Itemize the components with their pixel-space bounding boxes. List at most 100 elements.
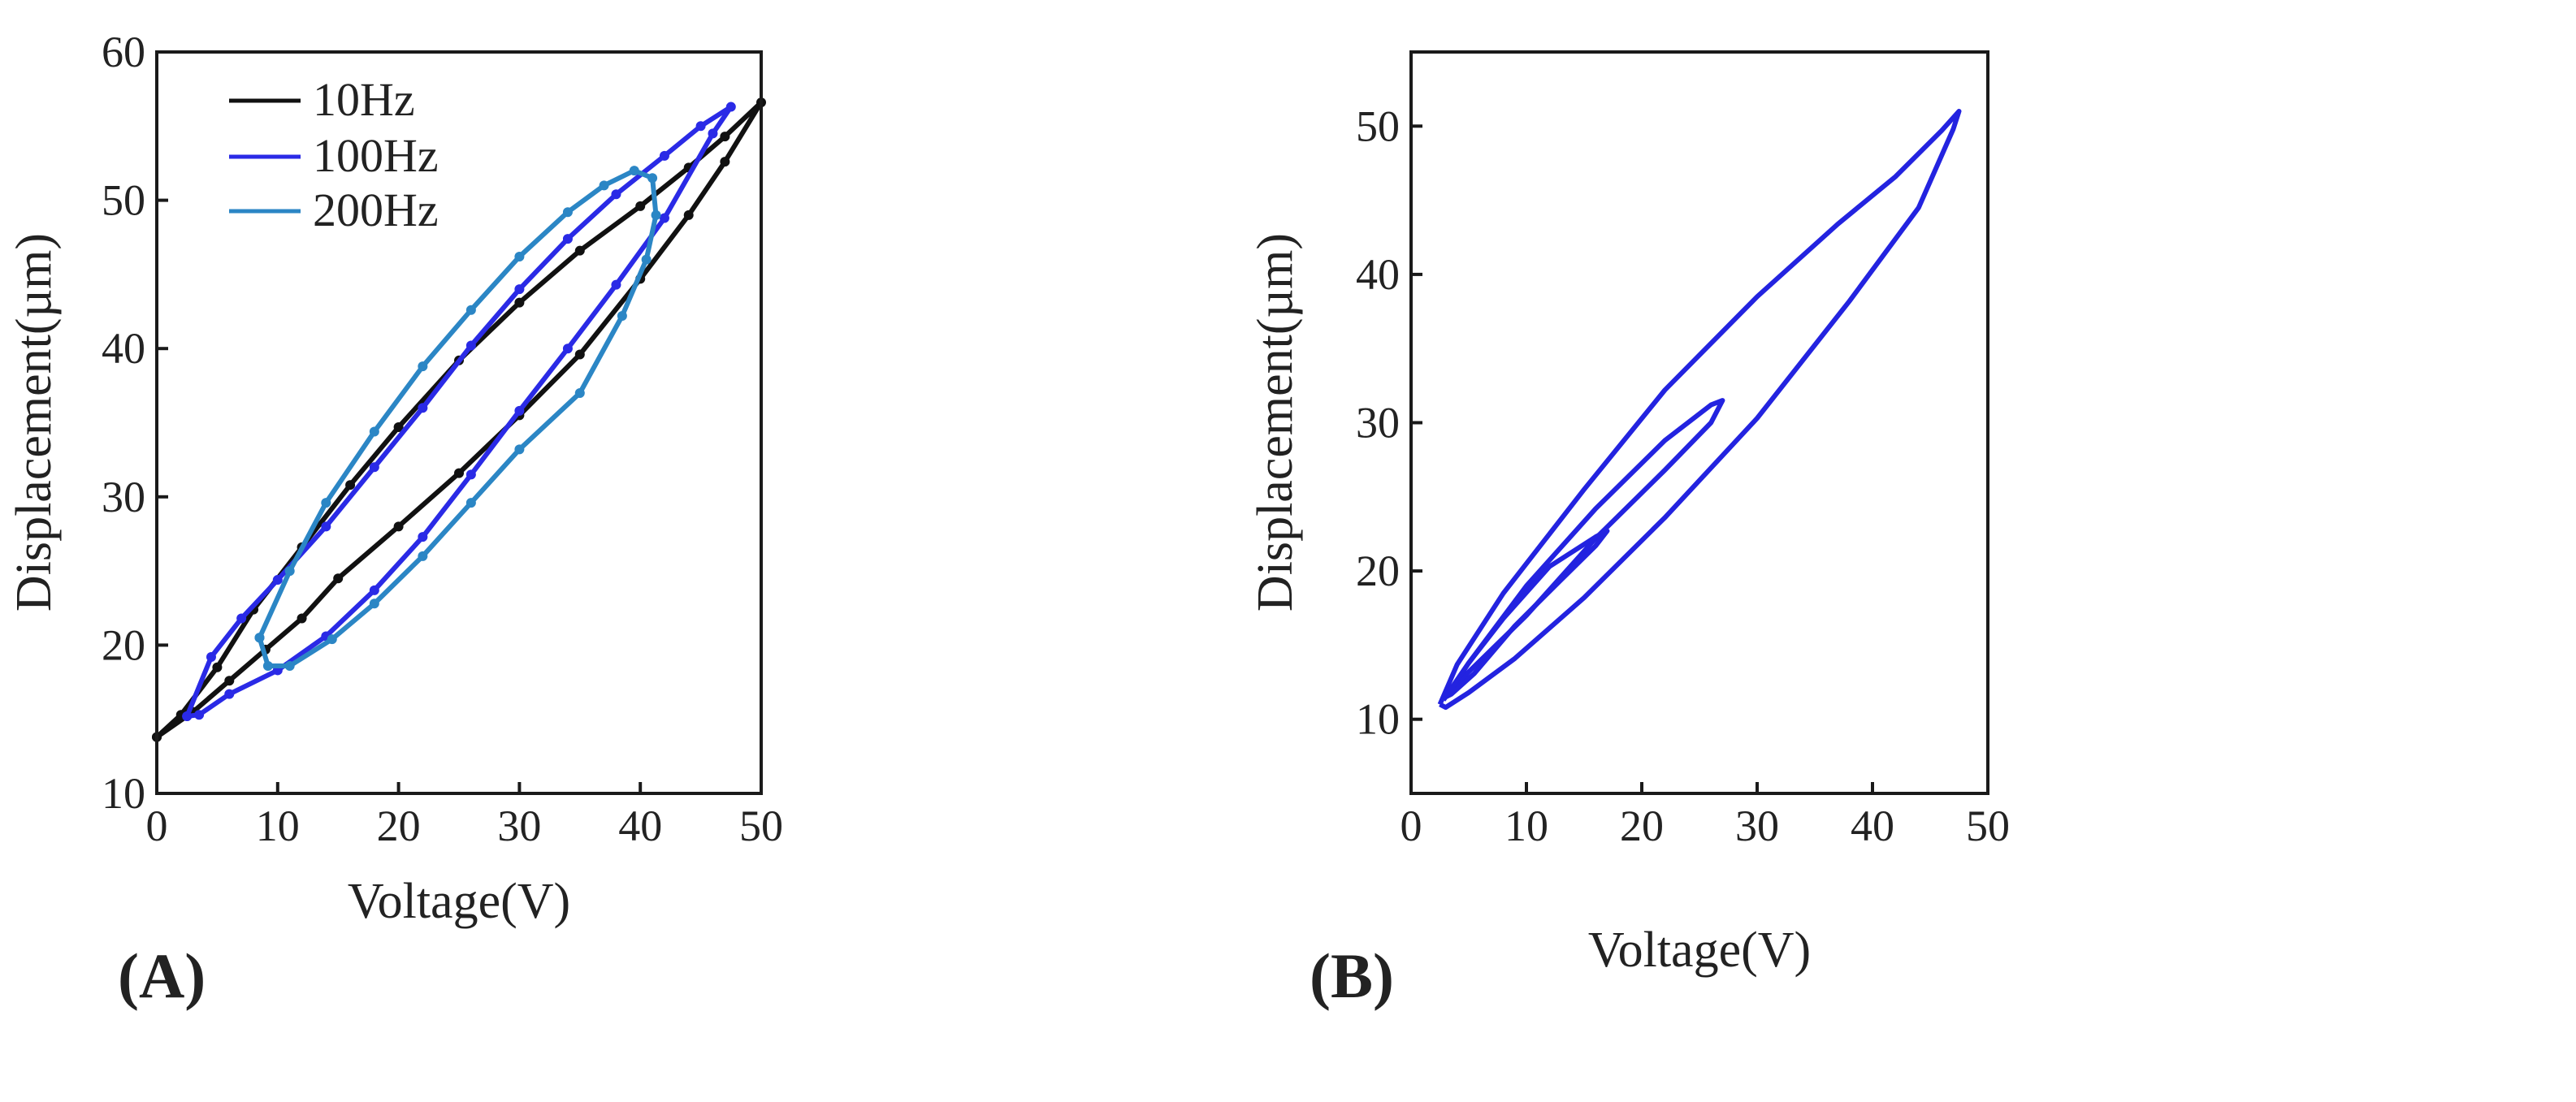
plot-a-point-100hz [418, 403, 428, 413]
plot-a-point-10hz [333, 573, 344, 584]
plot-b-series-loop-large [1437, 109, 1962, 711]
plot-b-ytick-label: 30 [1356, 399, 1400, 447]
plot-a-ytick-label: 30 [102, 473, 145, 521]
legend-item-100hz: 100Hz [229, 129, 439, 182]
plot-a-point-10hz [345, 480, 356, 490]
plot-a-point-100hz [725, 102, 736, 112]
plot-a-point-200hz [629, 166, 639, 176]
plot-a-point-100hz [272, 575, 283, 586]
plot-a-point-10hz [683, 210, 694, 220]
plot-b-xtick-label: 20 [1620, 802, 1664, 850]
plot-a-point-200hz [321, 498, 331, 508]
plot-a-point-10hz [297, 613, 307, 624]
plot-b-ytick-label: 50 [1356, 102, 1400, 150]
plot-a-point-200hz [418, 551, 428, 561]
plot-a-xtick-label: 0 [146, 802, 168, 850]
plot-a-xtick-label: 30 [497, 802, 541, 850]
plot-a-point-10hz [635, 201, 646, 211]
plot-a-point-200hz [369, 599, 379, 609]
plot-a-legend: 10Hz 100Hz 200Hz [229, 73, 439, 236]
plot-a-point-200hz [651, 210, 661, 220]
plot-a-point-200hz [262, 660, 273, 671]
plot-a-axes-frame [155, 50, 763, 795]
plot-a-point-10hz [224, 676, 235, 686]
plot-a-point-100hz [659, 150, 669, 161]
plot-a-point-10hz [720, 132, 730, 142]
plot-a-point-200hz [574, 387, 585, 398]
plot-a-point-100hz [224, 689, 235, 699]
plot-a-point-100hz [659, 213, 669, 223]
plot-a-point-200hz [284, 660, 295, 671]
plot-a-point-10hz [454, 468, 464, 478]
plot-a-point-200hz [465, 498, 476, 508]
plot-a-point-200hz [418, 361, 428, 372]
plot-a-xtick-label: 20 [377, 802, 421, 850]
plot-a-point-100hz [611, 279, 621, 290]
legend-label-10hz: 10Hz [313, 73, 415, 126]
plot-a-ytick-label: 20 [102, 620, 145, 669]
plot-a-point-200hz [617, 311, 627, 322]
plot-b-axes-frame [1409, 50, 1989, 795]
plot-a-point-10hz [720, 157, 730, 167]
panel-a-label: (A) [118, 940, 206, 1011]
plot-a-point-100hz [465, 340, 476, 351]
panel-b: 0 10 20 30 40 50 10 20 30 40 50 Voltage(V) Displac… [1248, 50, 2010, 1011]
plot-a-point-100hz [182, 711, 193, 722]
plot-a-xlabel: Voltage(V) [348, 874, 570, 929]
plot-b-marks [1437, 109, 1962, 711]
plot-a-xtick-label: 10 [256, 802, 300, 850]
plot-a-point-200hz [641, 254, 652, 265]
plot-a-point-100hz [514, 284, 525, 295]
plot-a-point-200hz [327, 634, 337, 645]
plot-a-point-100hz [514, 405, 525, 416]
plot-a-point-100hz [562, 344, 573, 354]
plot-a-marks [152, 97, 766, 742]
plot-a-point-100hz [611, 189, 621, 200]
plot-a-point-100hz [236, 613, 247, 624]
plot-b-xtick-label: 50 [1966, 802, 2010, 850]
legend-label-200hz: 200Hz [313, 184, 439, 236]
plot-a-point-10hz [393, 421, 404, 432]
plot-a-point-200hz [254, 633, 265, 643]
plot-b-xtick-label: 10 [1504, 802, 1548, 850]
plot-a-point-100hz [369, 585, 379, 595]
plot-b-xlabel: Voltage(V) [1588, 923, 1811, 978]
plot-a-ylabel: Displacement(µm) [6, 233, 62, 612]
plot-a-point-100hz [418, 532, 428, 542]
plot-a-point-10hz [574, 245, 585, 256]
plot-b-ytick-label: 20 [1356, 547, 1400, 595]
plot-a-point-100hz [321, 521, 331, 532]
plot-a-point-10hz [574, 349, 585, 360]
plot-a-point-10hz [212, 662, 223, 672]
plot-a-point-200hz [369, 426, 379, 437]
plot-a-point-100hz [695, 121, 706, 132]
plot-a-point-200hz [284, 566, 295, 577]
plot-b-ylabel: Displacement(µm) [1248, 233, 1303, 612]
plot-a-point-100hz [206, 652, 216, 663]
plot-a-point-200hz [562, 207, 573, 218]
plot-b-series-loop-medium [1441, 398, 1725, 702]
plot-a-point-100hz [708, 128, 718, 139]
plot-a-point-10hz [393, 521, 404, 532]
plot-a-ytick-label: 50 [102, 176, 145, 225]
legend-item-200hz: 200Hz [229, 184, 439, 236]
plot-b-series-loop-small [1444, 528, 1610, 699]
plot-a-ytick-label: 60 [102, 28, 145, 76]
plot-a-ytick-label: 10 [102, 769, 145, 818]
plot-a-point-100hz [562, 234, 573, 244]
plot-a-xtick-label: 40 [618, 802, 662, 850]
plot-a-series-10hz [154, 100, 764, 740]
panel-b-label: (B) [1310, 940, 1394, 1011]
plot-b-ytick-label: 40 [1356, 250, 1400, 299]
plot-a-point-200hz [599, 180, 609, 191]
plot-b-xtick-label: 0 [1401, 802, 1422, 850]
legend-label-100hz: 100Hz [313, 129, 439, 182]
plot-a-point-200hz [465, 305, 476, 315]
plot-a-point-200hz [514, 444, 525, 455]
plot-a-point-10hz [514, 297, 525, 308]
plot-a-point-200hz [647, 173, 658, 184]
plot-a-series-200hz [257, 168, 659, 668]
plot-b-xtick-label: 40 [1851, 802, 1894, 850]
